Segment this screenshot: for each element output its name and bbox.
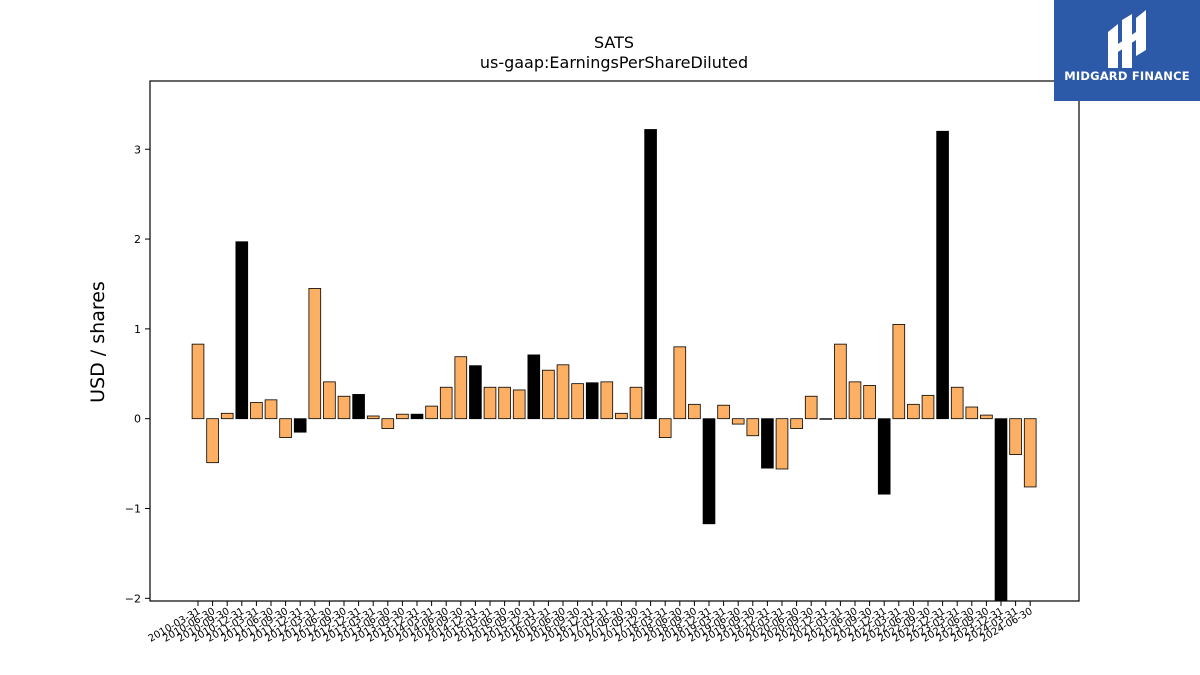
bar-2021-06-30: [848, 381, 862, 420]
midgard-logo-icon: [1108, 10, 1146, 68]
bar-2024-06-30: [1023, 418, 1037, 488]
bar-2015-09-30: [512, 389, 526, 420]
x-ticks-group: 2010-03-312010-06-302010-09-302010-12-31…: [147, 601, 1035, 645]
bar-2012-09-30: [337, 395, 351, 420]
bar-2013-03-31: [366, 415, 380, 420]
bar-2015-06-30: [498, 386, 511, 420]
y-tick-label: 1: [134, 323, 141, 336]
bar-2018-12-31: [702, 418, 716, 525]
bar-2011-12-31: [293, 418, 307, 433]
y-axis-label: USD / shares: [87, 281, 109, 403]
bar-2010-06-30: [206, 418, 219, 464]
bar-2018-09-30: [688, 403, 701, 420]
bar-2022-03-31: [892, 323, 906, 420]
bar-2019-03-31: [717, 404, 730, 420]
bar-2016-06-30: [556, 364, 570, 420]
bar-2017-03-31: [600, 381, 614, 420]
y-tick-label: 3: [134, 143, 141, 156]
bar-2019-12-31: [761, 418, 774, 469]
bar-2014-03-31: [425, 405, 438, 420]
bar-2021-03-31: [834, 343, 847, 420]
brand-logo: MIDGARD FINANCE: [1054, 0, 1200, 101]
bar-2012-03-31: [308, 288, 322, 420]
bar-2018-03-31: [658, 418, 672, 438]
bar-2011-09-30: [279, 418, 292, 438]
y-tick-label: 2: [134, 233, 141, 246]
bar-2019-06-30: [731, 418, 745, 425]
y-tick-label: 0: [134, 413, 141, 426]
bar-2015-03-31: [483, 386, 497, 420]
bar-2020-06-30: [790, 418, 803, 429]
bar-2011-06-30: [264, 399, 278, 420]
bar-2022-12-31: [936, 130, 949, 420]
bar-2013-06-30: [381, 418, 395, 429]
bar-2015-12-31: [527, 354, 541, 420]
bar-2023-09-30: [980, 414, 993, 420]
bar-2019-09-30: [746, 418, 760, 437]
bar-2017-09-30: [629, 386, 643, 420]
bar-2016-09-30: [571, 383, 584, 420]
bar-2017-06-30: [615, 412, 628, 420]
bar-2022-09-30: [921, 394, 935, 420]
bar-2020-12-31: [819, 418, 833, 420]
bar-2013-12-31: [410, 413, 424, 420]
bar-2023-06-30: [965, 406, 979, 420]
bar-2020-03-31: [775, 418, 789, 470]
bar-2016-03-31: [542, 369, 555, 420]
bars-group: [191, 129, 1037, 602]
bar-2021-09-30: [863, 385, 876, 420]
bar-2010-03-31: [191, 343, 205, 420]
chart-subtitle: us-gaap:EarningsPerShareDiluted: [480, 53, 748, 72]
bar-2014-06-30: [439, 386, 453, 420]
bar-2017-12-31: [644, 129, 657, 420]
bar-2016-12-31: [585, 382, 599, 420]
bar-2020-09-30: [804, 395, 818, 420]
bar-2023-12-31: [994, 418, 1008, 602]
bar-2010-12-31: [235, 241, 249, 420]
bar-2023-03-31: [950, 386, 964, 420]
bar-2013-09-30: [396, 413, 409, 420]
bar-2018-06-30: [673, 346, 687, 420]
chart-title: SATS: [594, 33, 634, 52]
bar-2021-12-31: [877, 418, 891, 495]
bar-2014-09-30: [454, 356, 468, 420]
bar-2011-03-31: [250, 402, 263, 420]
bar-2014-12-31: [469, 365, 482, 420]
bar-2012-06-30: [323, 381, 336, 420]
bar-2010-09-30: [220, 412, 234, 420]
y-ticks-group: −2 −1 0 1 2 3: [125, 143, 150, 605]
bar-2024-03-31: [1009, 418, 1022, 456]
brand-name: MIDGARD FINANCE: [1064, 69, 1190, 83]
y-tick-label: −1: [125, 502, 141, 515]
plot-frame: [149, 80, 1080, 602]
y-tick-label: −2: [125, 592, 141, 605]
bar-2022-06-30: [907, 403, 920, 420]
bar-2012-12-31: [352, 394, 365, 420]
